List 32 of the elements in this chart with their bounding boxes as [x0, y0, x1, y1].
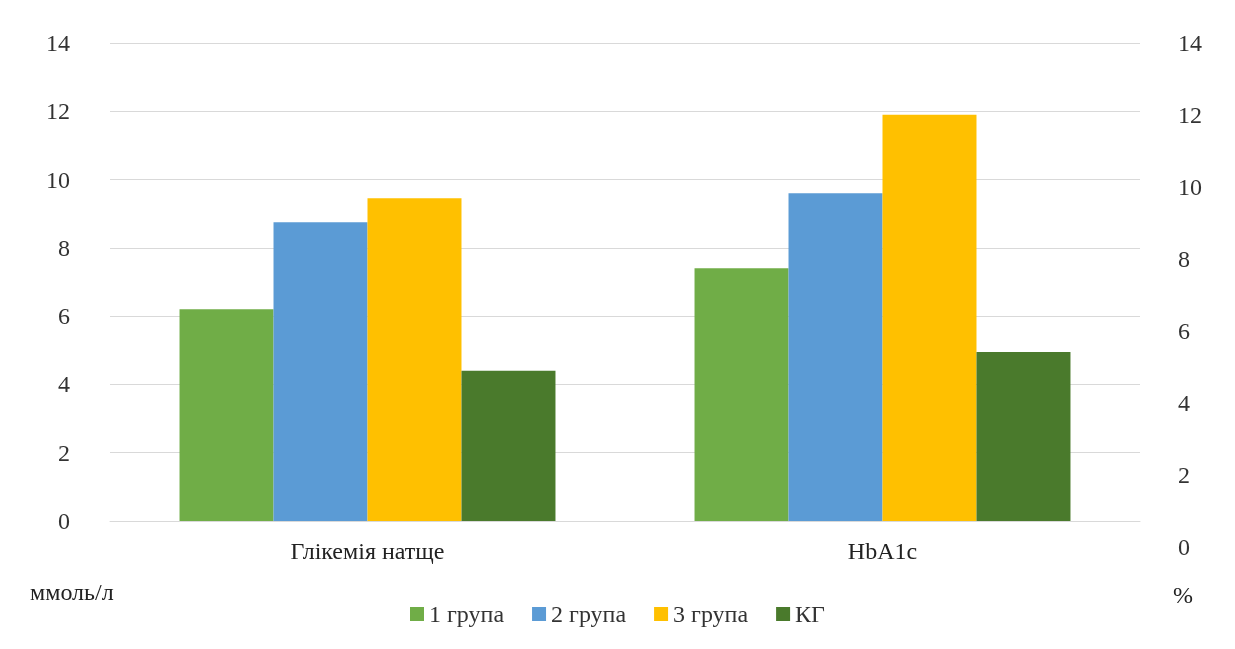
legend-label: 2 група [551, 601, 627, 627]
y2-tick-label: 2 [1178, 462, 1190, 488]
y-tick-label: 14 [46, 30, 70, 56]
y-tick-label: 8 [58, 234, 70, 261]
y2-tick-label: 8 [1178, 246, 1190, 272]
x-tick-label: Глікемія натще [290, 538, 445, 564]
x-tick-label: HbA1c [847, 538, 918, 564]
legend-label: КГ [795, 601, 826, 627]
bar [788, 193, 883, 521]
y2-axis-title: % [1173, 582, 1194, 608]
y-tick-label: 4 [58, 371, 70, 398]
y-tick-label: 0 [58, 508, 70, 534]
legend-label: 3 група [673, 601, 749, 627]
bar [461, 370, 556, 521]
y2-tick-label: 12 [1178, 102, 1202, 128]
y2-tick-label: 4 [1178, 390, 1190, 416]
bar [882, 114, 977, 521]
y-axis-title: ммоль/л [30, 579, 114, 605]
bar [694, 268, 789, 521]
bar [273, 222, 368, 521]
y2-tick-label: 14 [1178, 30, 1202, 56]
legend-label: 1 група [429, 601, 505, 627]
y2-tick-label: 10 [1178, 174, 1202, 200]
y-tick-label: 12 [46, 98, 70, 125]
y-tick-label: 6 [58, 303, 70, 330]
y2-tick-label: 0 [1178, 534, 1190, 560]
bar [367, 198, 462, 521]
bar [976, 351, 1071, 521]
bar [179, 309, 274, 521]
y-tick-label: 2 [58, 439, 70, 466]
y-tick-label: 10 [46, 166, 70, 193]
y2-tick-label: 6 [1178, 318, 1190, 344]
